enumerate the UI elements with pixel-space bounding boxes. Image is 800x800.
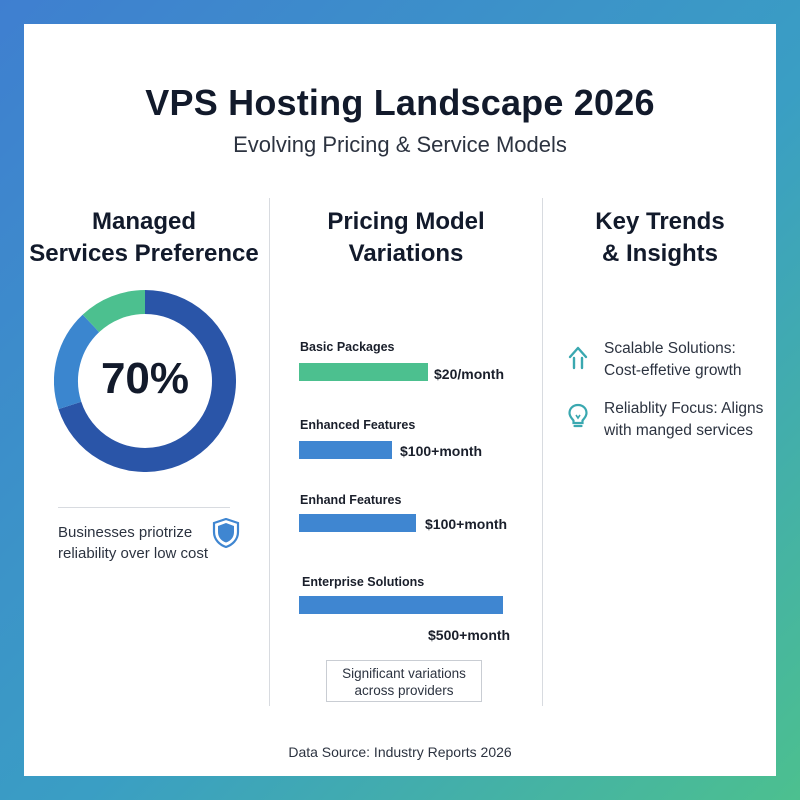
page-subtitle: Evolving Pricing & Service Models — [233, 132, 567, 157]
pricing-heading-line1: Pricing Model — [327, 208, 485, 235]
pricing-note-line1: Significant variations — [342, 666, 466, 681]
pricing-bar — [299, 363, 428, 381]
donut-slice-1 — [54, 314, 100, 410]
bar-value-label: $20/month — [434, 366, 505, 382]
trend-item-reliability: Reliablity Focus: Aligns with manged ser… — [604, 398, 774, 442]
trends-heading-line2: & Insights — [601, 240, 718, 267]
pricing-bar — [299, 596, 503, 614]
trend-line2: with manged services — [604, 422, 754, 439]
bar-value-label: $500+month — [428, 627, 511, 643]
pricing-note-box: Significant variations across providers — [326, 660, 482, 702]
managed-heading-line1: Managed — [91, 208, 196, 235]
trends-heading: Key Trends & Insights — [544, 206, 776, 270]
bar-category-label: Enterprise Solutions — [302, 575, 425, 589]
column-divider-right — [542, 198, 543, 706]
shield-icon — [212, 518, 240, 548]
trend-line2: Cost-effetive growth — [604, 362, 742, 379]
donut-slice-0 — [58, 290, 236, 472]
pricing-bar — [299, 514, 416, 532]
lightbulb-icon — [568, 403, 588, 428]
page-title: VPS Hosting Landscape 2026 — [145, 82, 655, 123]
trend-line1: Scalable Solutions: — [604, 340, 736, 357]
donut-center-label: 70% — [100, 354, 190, 403]
managed-heading: Managed Services Preference — [24, 206, 264, 270]
trend-line1: Reliablity Focus: Aligns — [604, 400, 764, 417]
managed-note: Businesses priotrize reliability over lo… — [58, 524, 209, 562]
pricing-bar — [299, 441, 392, 459]
pricing-heading-line2: Variations — [348, 240, 464, 267]
bar-value-label: $100+month — [425, 516, 508, 532]
managed-heading-line2: Services Preference — [29, 240, 259, 267]
managed-separator — [58, 507, 230, 508]
infographic-card: VPS Hosting Landscape 2026 Evolving Pric… — [24, 24, 776, 776]
pricing-note-line2: across providers — [354, 683, 454, 698]
trend-item-scalable: Scalable Solutions: Cost-effetive growth — [604, 338, 774, 382]
donut-chart — [54, 290, 236, 472]
bar-category-label: Enhanced Features — [300, 418, 416, 432]
donut-slice-2 — [82, 290, 146, 333]
trends-heading-line1: Key Trends — [595, 208, 725, 235]
bar-category-label: Basic Packages — [300, 340, 395, 354]
data-source: Data Source: Industry Reports 2026 — [288, 744, 512, 760]
arrow-up-icon — [568, 346, 588, 370]
bar-value-label: $100+month — [400, 443, 483, 459]
bar-category-label: Enhand Features — [300, 493, 402, 507]
column-divider-left — [269, 198, 270, 706]
pricing-heading: Pricing Model Variations — [270, 206, 542, 270]
